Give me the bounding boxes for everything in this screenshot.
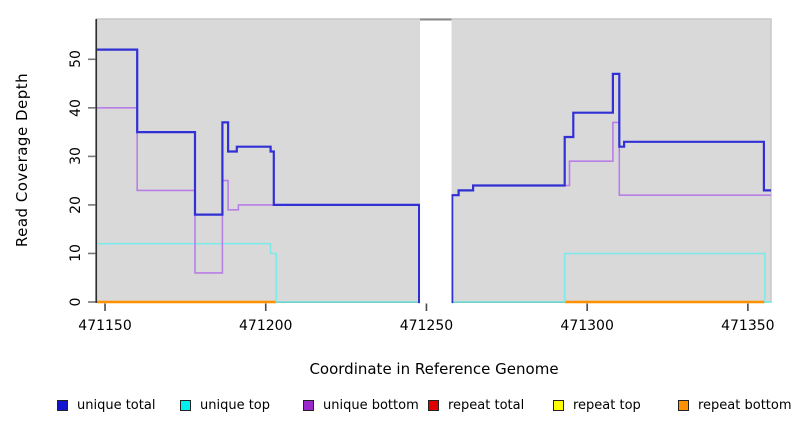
y-axis-title: Read Coverage Depth bbox=[13, 72, 31, 248]
repeat-top-swatch-icon bbox=[553, 400, 564, 411]
legend-item-unique-top: unique top bbox=[180, 398, 270, 413]
legend-label: repeat top bbox=[573, 398, 641, 413]
series-unique-total bbox=[97, 48, 771, 304]
y-tick-label: 0 bbox=[68, 297, 84, 307]
y-tick-label: 40 bbox=[68, 98, 84, 117]
y-tick-label: 30 bbox=[68, 147, 84, 166]
legend-label: repeat total bbox=[448, 398, 525, 413]
x-tick-label: 471200 bbox=[239, 318, 293, 334]
legend-label: unique top bbox=[200, 398, 271, 413]
legend-item-repeat-total: repeat total bbox=[428, 398, 524, 413]
unique-top-swatch-icon bbox=[180, 400, 191, 411]
x-tick-label: 471350 bbox=[721, 318, 775, 334]
legend-label: unique total bbox=[77, 398, 156, 413]
y-tick-label: 20 bbox=[68, 195, 84, 214]
y-tick-label: 50 bbox=[68, 50, 84, 69]
legend-item-repeat-bottom: repeat bottom bbox=[678, 398, 792, 413]
y-tick-label: 10 bbox=[68, 244, 84, 263]
repeat-total-swatch-icon bbox=[428, 400, 439, 411]
legend-label: repeat bottom bbox=[698, 398, 792, 413]
gap-region bbox=[420, 20, 452, 305]
x-tick-label: 471250 bbox=[399, 318, 454, 334]
legend-item-repeat-top: repeat top bbox=[553, 398, 641, 413]
repeat-bottom-swatch-icon bbox=[678, 400, 689, 411]
unique-total-swatch-icon bbox=[57, 400, 68, 411]
unique-bottom-swatch-icon bbox=[303, 400, 314, 411]
x-tick-label: 471150 bbox=[78, 318, 132, 334]
legend-item-unique-bottom: unique bottom bbox=[303, 398, 419, 413]
x-tick-label: 471300 bbox=[560, 318, 614, 334]
legend-item-unique-total: unique total bbox=[57, 398, 155, 413]
x-axis-title: Coordinate in Reference Genome bbox=[309, 360, 559, 378]
legend-label: unique bottom bbox=[323, 398, 419, 413]
